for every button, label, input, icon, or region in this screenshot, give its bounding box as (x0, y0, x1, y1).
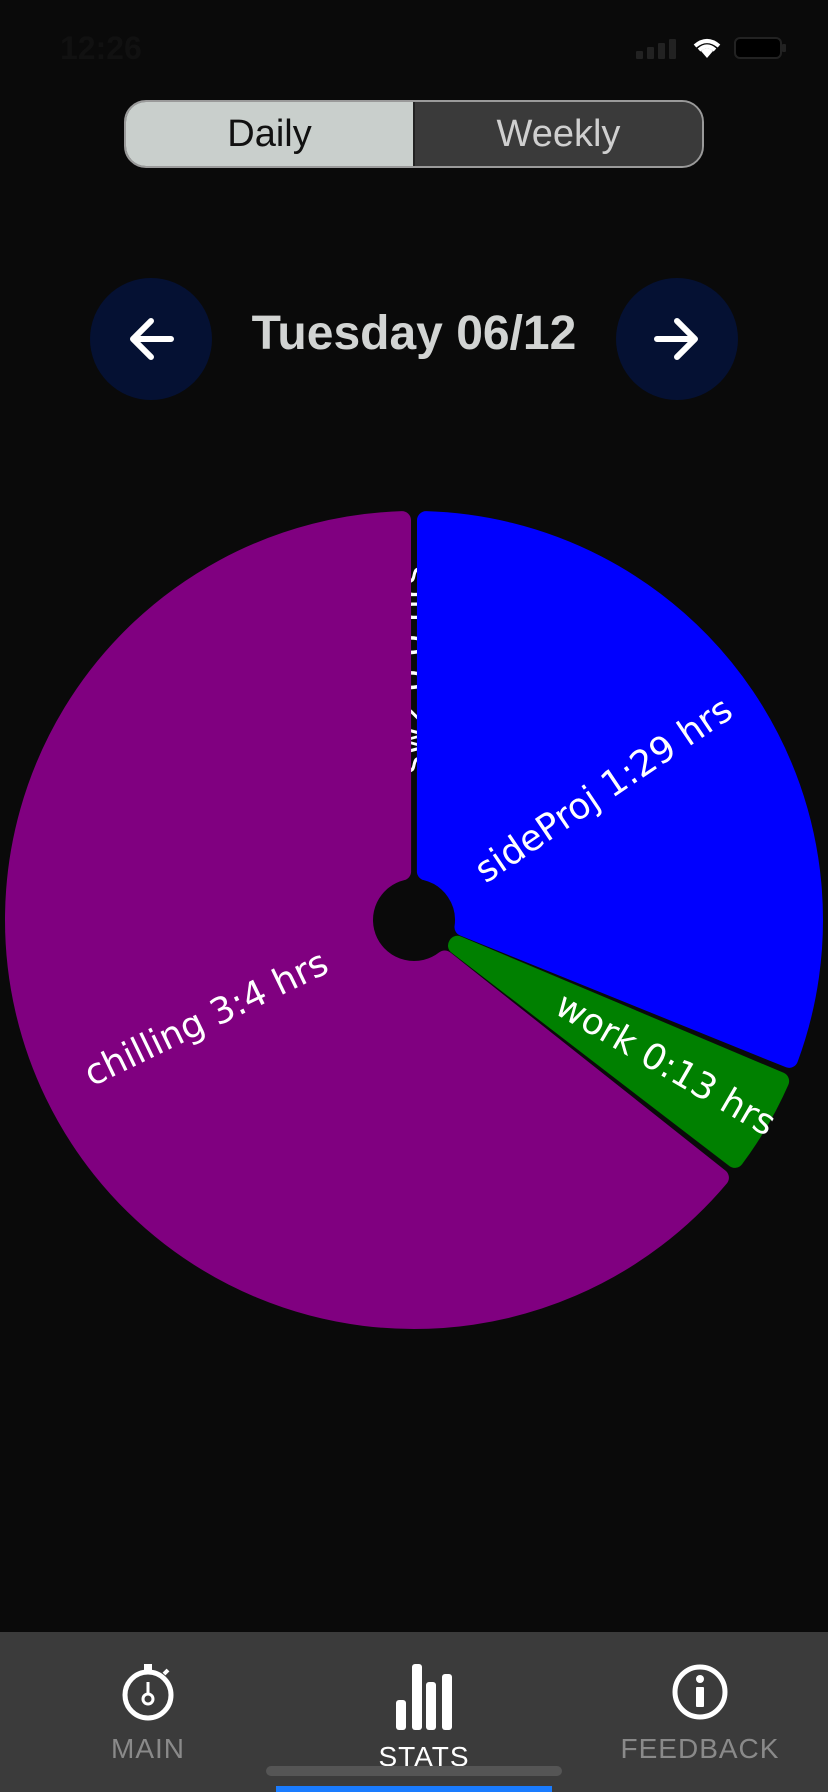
status-bar: 12:26 (0, 0, 828, 100)
info-icon (672, 1664, 728, 1720)
signal-icon (636, 39, 676, 59)
tab-feedback[interactable]: FEEDBACK (600, 1662, 800, 1765)
bar-chart-icon (396, 1664, 452, 1730)
active-tab-indicator (276, 1786, 552, 1792)
battery-icon (734, 37, 786, 59)
tab-main-label: MAIN (111, 1733, 185, 1764)
segment-daily[interactable]: Daily (126, 102, 413, 166)
wifi-icon (693, 39, 721, 58)
home-indicator (266, 1766, 562, 1776)
tab-stats[interactable]: STATS (324, 1662, 524, 1773)
status-time: 12:26 (60, 30, 142, 66)
previous-day-button[interactable] (90, 278, 212, 400)
tab-feedback-label: FEEDBACK (620, 1733, 780, 1764)
arrow-right-icon (654, 318, 698, 360)
next-day-button[interactable] (616, 278, 738, 400)
segment-weekly[interactable]: Weekly (413, 102, 702, 166)
date-navigation: Tuesday 06/12 (0, 278, 828, 400)
arrow-left-icon (130, 318, 174, 360)
date-title: Tuesday 06/12 (251, 307, 577, 360)
period-segmented-control: Daily Weekly (124, 100, 704, 168)
pie-slice-chilling[interactable] (5, 511, 729, 1329)
pie-slice-sideproj[interactable] (416, 511, 823, 1068)
pie-slice-work[interactable] (447, 935, 790, 1168)
time-pie-chart: sw2 0:0 hrs sideProj 1:29 hrs work 0:13 hr… (0, 500, 828, 1360)
status-icons (636, 36, 788, 60)
tab-main[interactable]: MAIN (48, 1662, 248, 1765)
stopwatch-icon (122, 1664, 174, 1721)
